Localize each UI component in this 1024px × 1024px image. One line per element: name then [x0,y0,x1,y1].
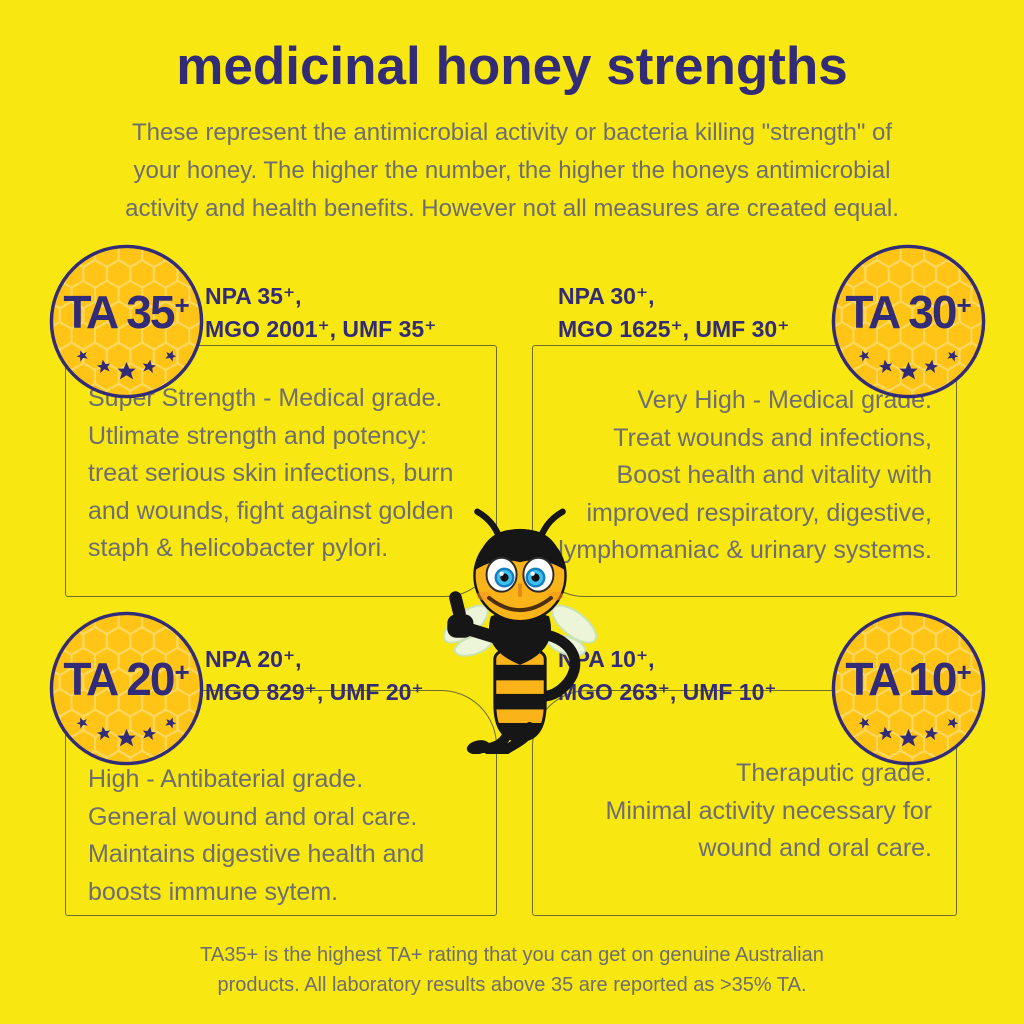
star-icon [947,350,959,362]
star-icon [947,717,959,729]
ta20-badge: TA 20+ [48,610,205,767]
star-rating [858,350,959,380]
bee-eyebrow [523,546,558,558]
star-icon [165,717,177,729]
star-icon [76,350,88,362]
ratings-label-top-right: NPA 30⁺, MGO 1625⁺, UMF 30⁺ [558,283,790,343]
bee-foot [466,740,490,754]
honeycomb-circle-icon [49,244,204,399]
star-icon [117,361,136,380]
star-rating [76,350,177,380]
quadrant-box-bottom-right: Theraputic grade. Minimal activity neces… [532,690,957,916]
badge-label: TA 35+ [48,289,205,335]
star-rating [858,717,959,747]
star-icon [899,361,918,380]
bee-smile [487,596,553,612]
badge-plus: + [956,657,972,687]
honeycomb-circle-icon [49,611,204,766]
star-icon [142,359,157,374]
quadrant-box-bottom-left: High - Antibaterial grade. General wound… [65,690,497,916]
badge-label: TA 30+ [830,289,987,335]
badge-plus: + [174,657,190,687]
bee-eyebrow [482,546,517,558]
bee-thumb [449,591,466,620]
star-icon [878,726,893,741]
star-icon [96,726,111,741]
bee-arm-left [465,623,504,644]
star-icon [899,728,918,747]
badge-value: TA 20 [63,653,175,705]
badge-label: TA 10+ [830,656,987,702]
footer-note: TA35+ is the highest TA+ rating that you… [200,944,824,996]
star-icon [858,350,870,362]
star-icon [165,350,177,362]
page-title: medicinal honey strengths [176,37,848,96]
star-icon [858,717,870,729]
quadrant-description: High - Antibaterial grade. General wound… [88,765,425,906]
quadrant-box-top-right: Very High - Medical grade. Treat wounds … [532,345,957,597]
badge-value: TA 35 [63,286,175,338]
star-icon [142,726,157,741]
star-rating [76,717,177,747]
honeycomb-circle-icon [831,244,986,399]
ta10-badge: TA 10+ [830,610,987,767]
quadrant-description: Super Strength - Medical grade. Utlimate… [88,384,454,562]
ratings-label-top-left: NPA 35⁺, MGO 2001⁺, UMF 35⁺ [205,283,437,343]
star-icon [924,726,939,741]
quadrant-description: Theraputic grade. Minimal activity neces… [605,759,932,862]
star-icon [924,359,939,374]
honeycomb-circle-icon [831,611,986,766]
badge-value: TA 30 [845,286,957,338]
bee-fist [447,614,474,638]
bee-foot [485,743,508,754]
ratings-label-bottom-left: NPA 20⁺, MGO 829⁺, UMF 20⁺ [205,646,424,706]
ta35-badge: TA 35+ [48,243,205,400]
ta30-badge: TA 30+ [830,243,987,400]
star-icon [878,359,893,374]
star-icon [76,717,88,729]
star-icon [117,728,136,747]
star-icon [96,359,111,374]
quadrant-description: Very High - Medical grade. Treat wounds … [558,386,932,564]
badge-label: TA 20+ [48,656,205,702]
quadrant-box-top-left: Super Strength - Medical grade. Utlimate… [65,345,497,597]
bee-abdomen [493,645,547,742]
badge-plus: + [956,290,972,320]
bee-thorax [488,610,552,665]
bee-mascot-illustration [442,508,598,754]
badge-value: TA 10 [845,653,957,705]
page-subtitle: These represent the antimicrobial activi… [125,119,899,222]
badge-plus: + [174,290,190,320]
